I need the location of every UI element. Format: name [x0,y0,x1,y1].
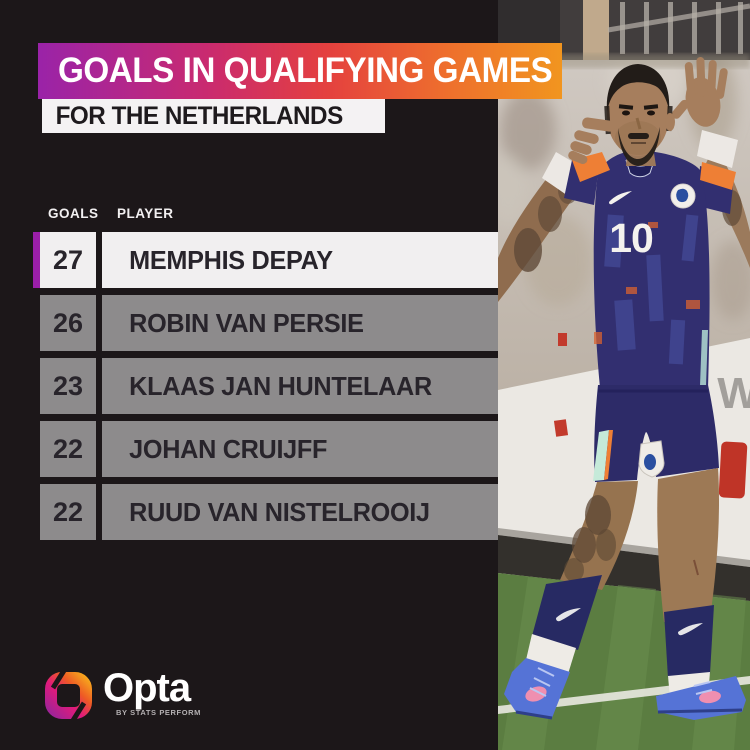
player-photo: W [488,0,750,750]
goals-value: 22 [40,421,96,477]
jersey: 10 [564,150,736,388]
table-row: 23 KLAAS JAN HUNTELAAR [33,358,498,414]
player-name: MEMPHIS DEPAY [129,244,333,275]
column-header-player: PLAYER [117,206,174,221]
player-name: KLAAS JAN HUNTELAAR [129,370,432,401]
player-name-cell: JOHAN CRUIJFF [102,421,498,477]
right-open-hand [671,57,728,127]
table-row: 27 MEMPHIS DEPAY [33,232,498,288]
opta-logo-icon [45,671,92,720]
column-header-goals: GOALS [48,206,99,221]
table-row: 22 RUUD VAN NISTELROOIJ [33,484,498,540]
player-name-cell: KLAAS JAN HUNTELAAR [102,358,498,414]
goals-value: 26 [40,295,96,351]
shorts [594,385,719,482]
player-name-cell: MEMPHIS DEPAY [102,232,498,288]
player-name: JOHAN CRUIJFF [129,433,328,464]
player-name: ROBIN VAN PERSIE [129,307,364,338]
table-row: 26 ROBIN VAN PERSIE [33,295,498,351]
nike-swoosh-chest [609,191,632,205]
board-letter: W [717,369,750,418]
left-hand [568,117,616,165]
subtitle-text: FOR THE NETHERLANDS [55,101,344,130]
title-banner: GOALS IN QUALIFYING GAMES [38,43,562,99]
player-name-cell: ROBIN VAN PERSIE [102,295,498,351]
goals-value: 23 [40,358,96,414]
highlight-accent-bar [33,232,40,288]
table-row: 22 JOHAN CRUIJFF [33,421,498,477]
goals-value: 27 [40,232,96,288]
player-photo-illustration: W [488,0,750,750]
opta-logo: Opta BY STATS PERFORM [44,666,202,720]
opta-tagline: BY STATS PERFORM [116,708,202,717]
subtitle-banner: FOR THE NETHERLANDS [42,99,385,133]
jersey-number: 10 [609,215,653,261]
title-text: GOALS IN QUALIFYING GAMES [57,51,553,90]
right-wristband [697,130,738,168]
opta-wordmark: Opta [103,666,191,710]
player-name-cell: RUUD VAN NISTELROOIJ [102,484,498,540]
goals-value: 22 [40,484,96,540]
player-name: RUUD VAN NISTELROOIJ [129,496,430,527]
